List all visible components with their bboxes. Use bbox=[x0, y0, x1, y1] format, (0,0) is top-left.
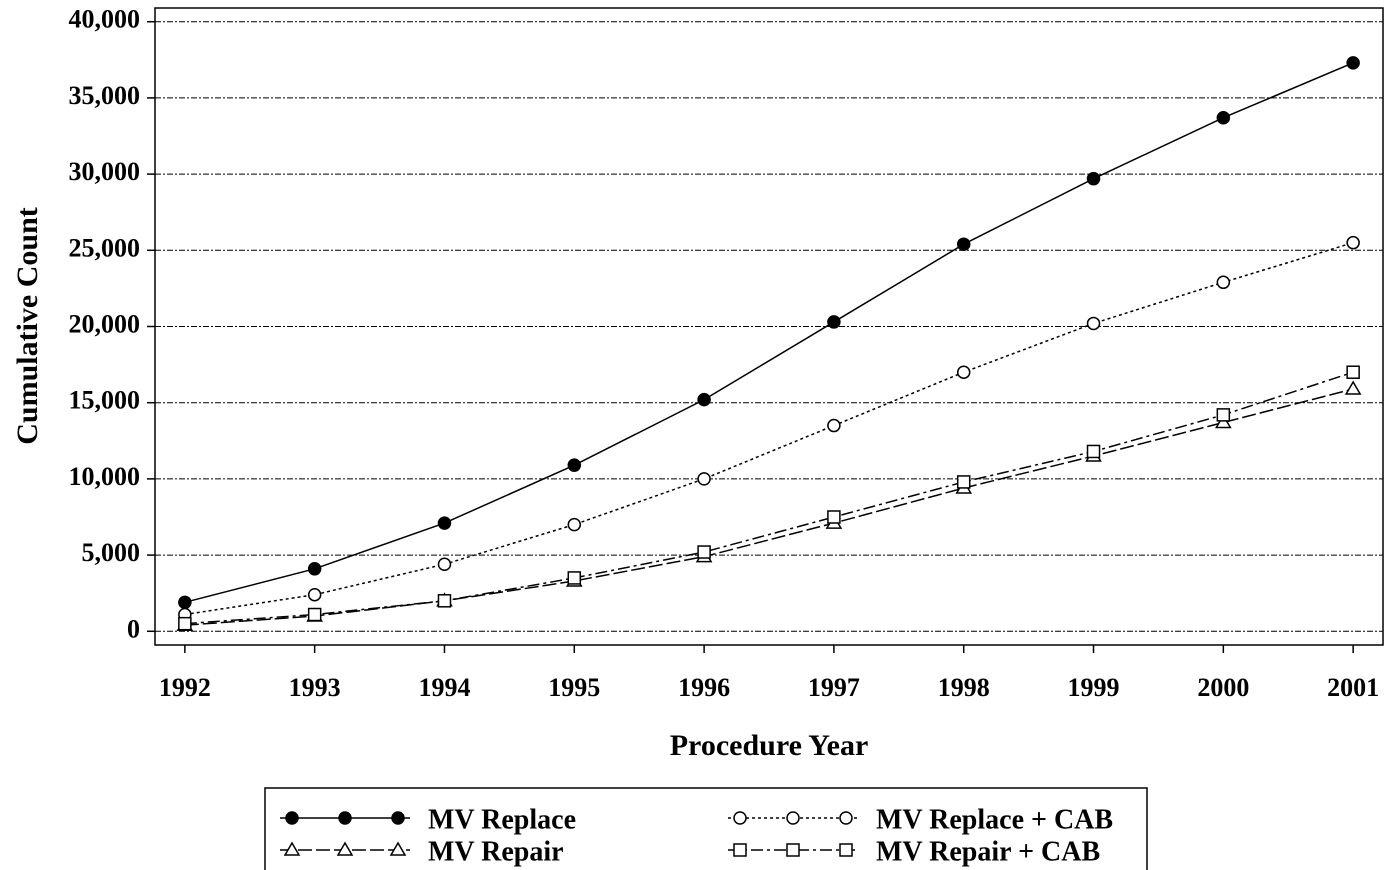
y-axis-label: Cumulative Count bbox=[11, 207, 44, 445]
marker bbox=[839, 811, 853, 825]
y-tick-label: 20,000 bbox=[69, 309, 141, 338]
marker bbox=[956, 475, 971, 489]
marker bbox=[307, 607, 322, 622]
marker bbox=[1344, 380, 1362, 395]
marker bbox=[697, 392, 711, 407]
x-tick-label: 1999 bbox=[1068, 673, 1120, 702]
x-tick-label: 1992 bbox=[159, 673, 211, 702]
legend-label: MV Replace + CAB bbox=[876, 804, 1113, 835]
marker bbox=[178, 616, 192, 631]
marker bbox=[1216, 110, 1231, 125]
marker bbox=[827, 418, 841, 433]
marker bbox=[956, 365, 971, 379]
legend-box bbox=[264, 787, 1148, 870]
marker bbox=[1216, 275, 1231, 290]
series-line bbox=[184, 241, 1354, 616]
marker bbox=[1086, 171, 1101, 186]
marker bbox=[567, 571, 582, 585]
legend-label: MV Replace bbox=[428, 804, 576, 835]
marker bbox=[437, 594, 452, 608]
marker bbox=[786, 843, 800, 857]
series-line bbox=[184, 371, 1354, 625]
x-tick-label: 2001 bbox=[1327, 673, 1379, 702]
y-tick-label: 30,000 bbox=[69, 157, 141, 186]
x-tick-label: 1996 bbox=[678, 673, 730, 702]
marker bbox=[283, 841, 301, 856]
marker bbox=[567, 517, 582, 532]
x-tick-label: 1997 bbox=[808, 673, 860, 702]
marker bbox=[437, 516, 452, 530]
series-line bbox=[184, 388, 1354, 626]
marker bbox=[1346, 365, 1360, 379]
x-tick-label: 1998 bbox=[938, 673, 990, 702]
marker bbox=[285, 811, 299, 825]
marker bbox=[567, 458, 582, 472]
marker bbox=[389, 841, 407, 856]
y-tick-label: 35,000 bbox=[69, 81, 141, 110]
x-tick-label: 1994 bbox=[418, 673, 470, 702]
marker bbox=[839, 843, 853, 857]
marker bbox=[1216, 408, 1231, 422]
x-tick-label: 1995 bbox=[548, 673, 600, 702]
marker bbox=[391, 811, 405, 825]
marker bbox=[733, 843, 747, 857]
marker bbox=[437, 557, 452, 571]
marker bbox=[307, 562, 322, 576]
x-tick-label: 1993 bbox=[289, 673, 341, 702]
y-tick-label: 5,000 bbox=[82, 538, 141, 567]
marker bbox=[336, 841, 354, 856]
series-line bbox=[184, 62, 1354, 604]
y-tick-label: 15,000 bbox=[69, 386, 141, 415]
legend-label: MV Repair + CAB bbox=[876, 836, 1100, 867]
y-tick-label: 40,000 bbox=[69, 5, 141, 34]
marker bbox=[1086, 444, 1101, 459]
marker bbox=[178, 595, 192, 610]
marker bbox=[956, 237, 971, 251]
marker bbox=[827, 510, 841, 524]
y-tick-label: 25,000 bbox=[69, 233, 141, 262]
marker bbox=[338, 811, 352, 825]
legend-label: MV Repair bbox=[428, 836, 564, 867]
marker bbox=[733, 811, 747, 825]
y-tick-label: 10,000 bbox=[69, 462, 141, 491]
marker bbox=[827, 315, 841, 329]
marker bbox=[786, 811, 800, 825]
marker bbox=[1346, 235, 1360, 250]
marker bbox=[1346, 56, 1360, 70]
marker bbox=[697, 472, 711, 486]
marker bbox=[307, 587, 322, 602]
y-tick-label: 0 bbox=[127, 614, 140, 643]
marker bbox=[1086, 316, 1101, 331]
x-axis-label: Procedure Year bbox=[670, 729, 869, 762]
marker bbox=[697, 545, 711, 559]
x-tick-label: 2000 bbox=[1197, 673, 1249, 702]
